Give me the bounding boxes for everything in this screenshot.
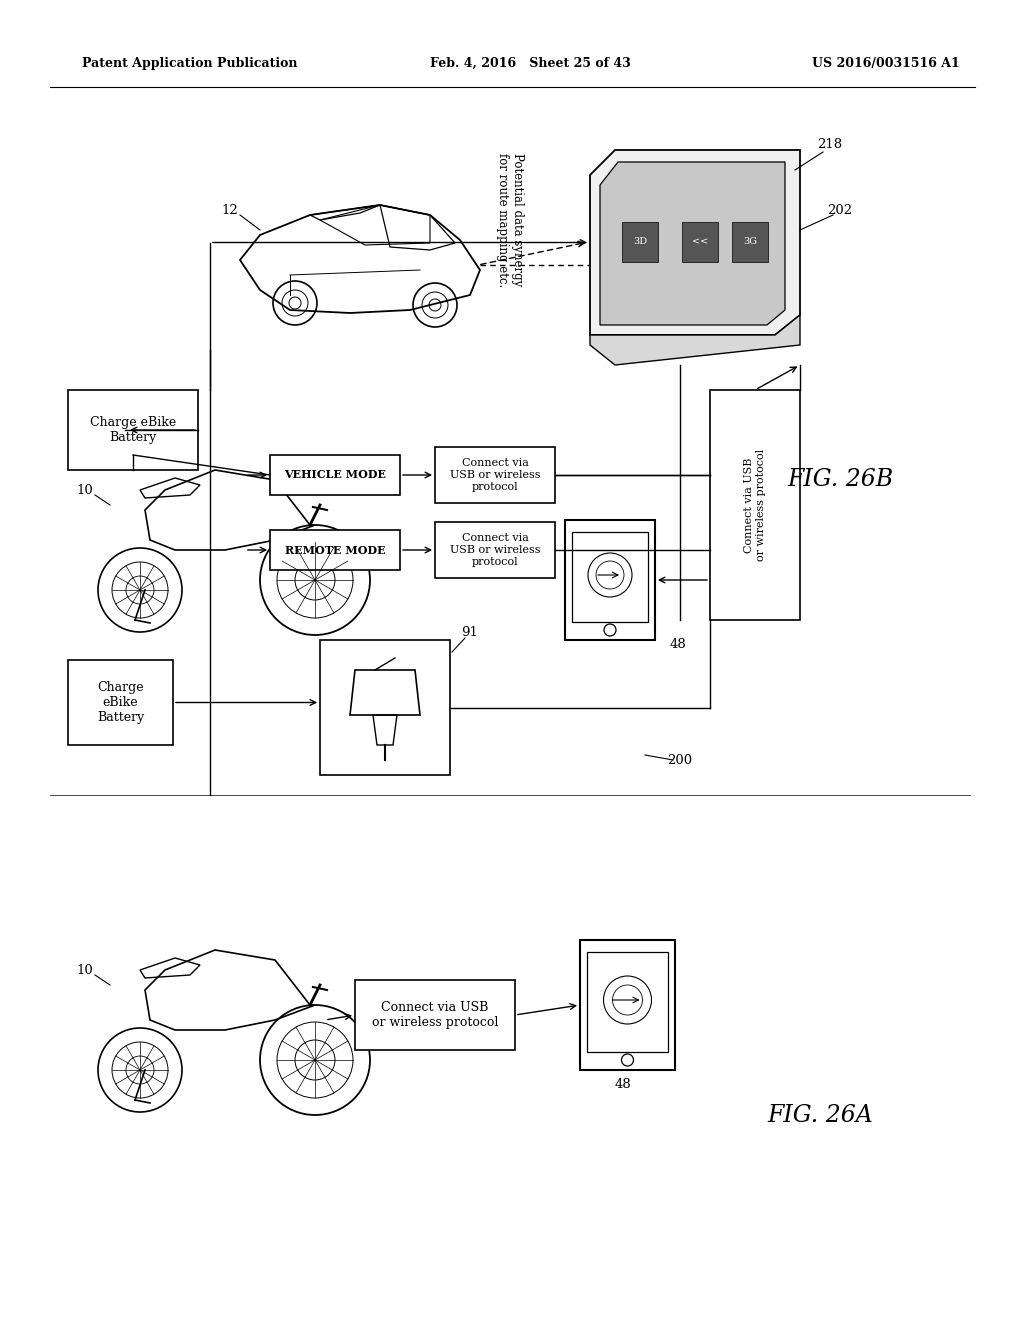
Text: 218: 218 xyxy=(817,139,843,152)
Bar xyxy=(68,389,198,470)
Polygon shape xyxy=(682,222,718,261)
Polygon shape xyxy=(590,315,800,366)
Text: FIG. 26A: FIG. 26A xyxy=(767,1104,872,1126)
Bar xyxy=(319,640,450,775)
Text: Connect via
USB or wireless
protocol: Connect via USB or wireless protocol xyxy=(450,533,541,566)
Text: <<: << xyxy=(692,238,709,247)
Bar xyxy=(565,520,655,640)
Bar xyxy=(270,455,400,495)
Bar xyxy=(355,979,515,1049)
Text: 200: 200 xyxy=(668,754,692,767)
Text: Charge
eBike
Battery: Charge eBike Battery xyxy=(97,681,144,723)
Bar xyxy=(710,389,800,620)
Bar xyxy=(68,660,173,744)
Polygon shape xyxy=(590,150,800,335)
Text: VEHICLE MODE: VEHICLE MODE xyxy=(284,470,386,480)
Bar xyxy=(435,447,555,503)
Text: 12: 12 xyxy=(221,203,239,216)
Text: REMOTE MODE: REMOTE MODE xyxy=(285,544,385,556)
Polygon shape xyxy=(732,222,768,261)
Bar xyxy=(587,952,668,1052)
Bar xyxy=(270,531,400,570)
Polygon shape xyxy=(622,222,658,261)
Bar xyxy=(580,940,675,1071)
Text: 3G: 3G xyxy=(743,238,757,247)
Text: US 2016/0031516 A1: US 2016/0031516 A1 xyxy=(812,57,961,70)
Text: Charge eBike
Battery: Charge eBike Battery xyxy=(90,416,176,444)
Text: Connect via
USB or wireless
protocol: Connect via USB or wireless protocol xyxy=(450,458,541,491)
Text: 3D: 3D xyxy=(633,238,647,247)
Text: 48: 48 xyxy=(670,639,687,652)
Polygon shape xyxy=(600,162,785,325)
Text: Connect via USB
or wireless protocol: Connect via USB or wireless protocol xyxy=(744,449,766,561)
Text: 91: 91 xyxy=(462,626,478,639)
Text: 10: 10 xyxy=(77,483,93,496)
Text: 10: 10 xyxy=(77,964,93,977)
Text: Potential data synergy
for route mapping etc.: Potential data synergy for route mapping… xyxy=(496,153,524,288)
Text: Connect via USB
or wireless protocol: Connect via USB or wireless protocol xyxy=(372,1001,499,1030)
Text: 202: 202 xyxy=(827,203,853,216)
Bar xyxy=(572,532,648,622)
Bar xyxy=(435,521,555,578)
Text: FIG. 26B: FIG. 26B xyxy=(786,469,893,491)
Text: 48: 48 xyxy=(614,1078,631,1092)
Text: Patent Application Publication: Patent Application Publication xyxy=(82,57,298,70)
Text: Feb. 4, 2016   Sheet 25 of 43: Feb. 4, 2016 Sheet 25 of 43 xyxy=(430,57,631,70)
